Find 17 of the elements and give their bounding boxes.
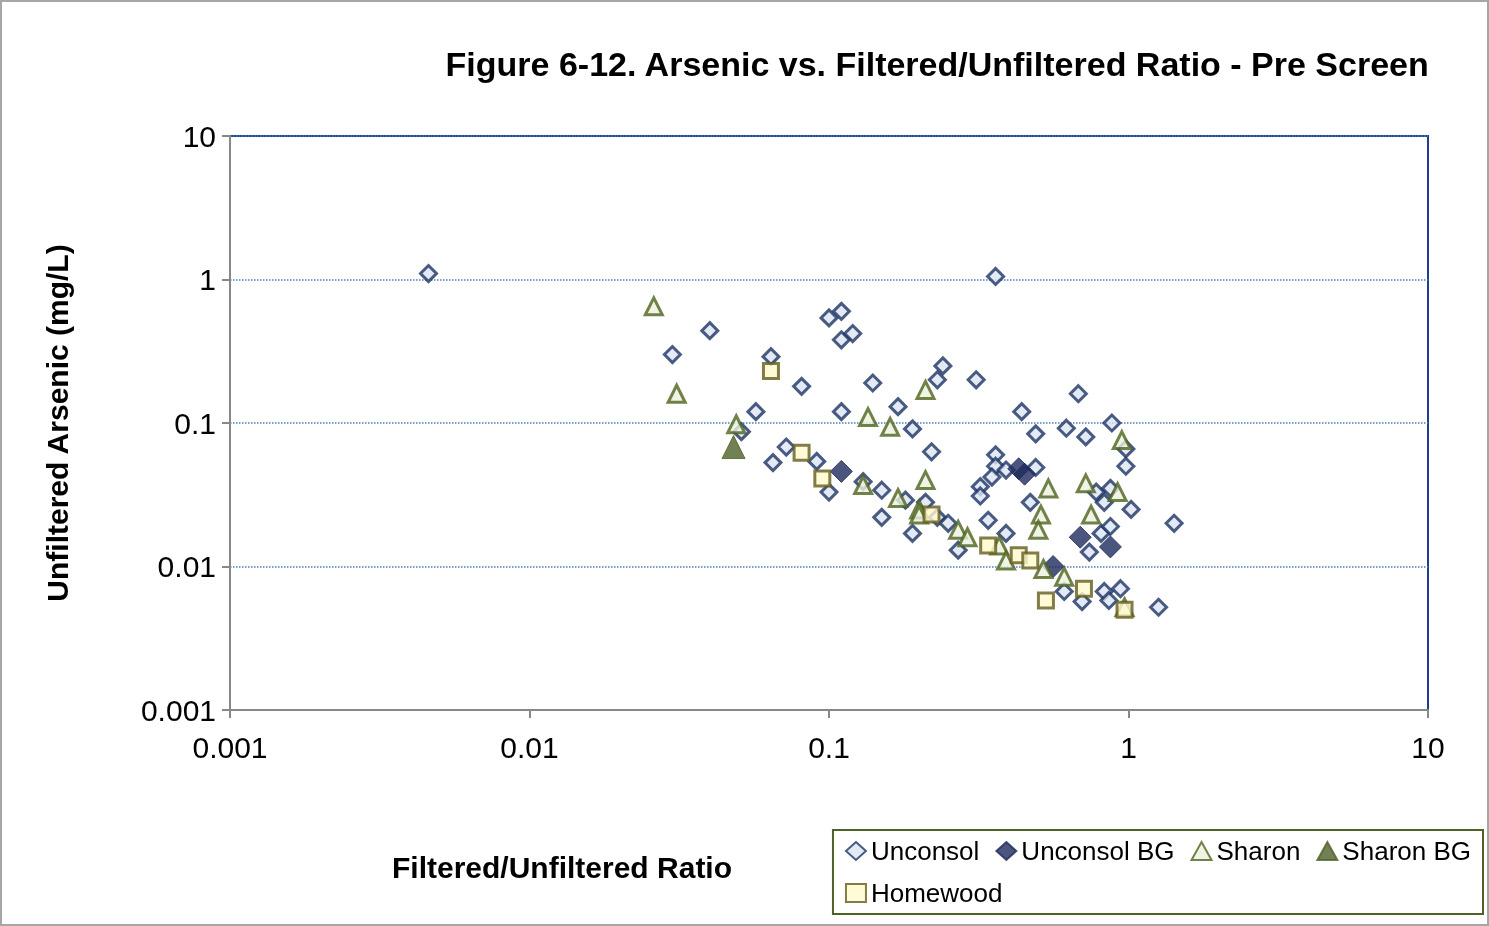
legend-label: Sharon BG bbox=[1342, 836, 1472, 866]
chart-title: Figure 6-12. Arsenic vs. Filtered/Unfiltered Ratio - Pre Screen bbox=[445, 45, 1429, 83]
legend-label: Homewood bbox=[870, 878, 1003, 908]
y-tick-label: 1 bbox=[199, 263, 216, 296]
x-tick-label: 0.1 bbox=[808, 730, 850, 764]
x-tick-label: 0.01 bbox=[500, 730, 559, 764]
legend-label: Unconsol bbox=[870, 836, 980, 866]
y-axis-title: Unfiltered Arsenic (mg/L) bbox=[40, 244, 74, 602]
legend-label: Unconsol BG bbox=[1021, 836, 1175, 866]
y-tick-label: 0.001 bbox=[140, 693, 216, 727]
y-tick-label: 10 bbox=[182, 119, 216, 153]
x-tick-label: 1 bbox=[1120, 730, 1137, 764]
y-tick-label: 0.1 bbox=[174, 406, 216, 440]
x-axis-title: Filtered/Unfiltered Ratio bbox=[392, 850, 733, 884]
legend-label: Sharon bbox=[1216, 836, 1301, 866]
x-tick-label: 10 bbox=[1411, 730, 1445, 764]
y-tick-label: 0.01 bbox=[157, 550, 216, 583]
